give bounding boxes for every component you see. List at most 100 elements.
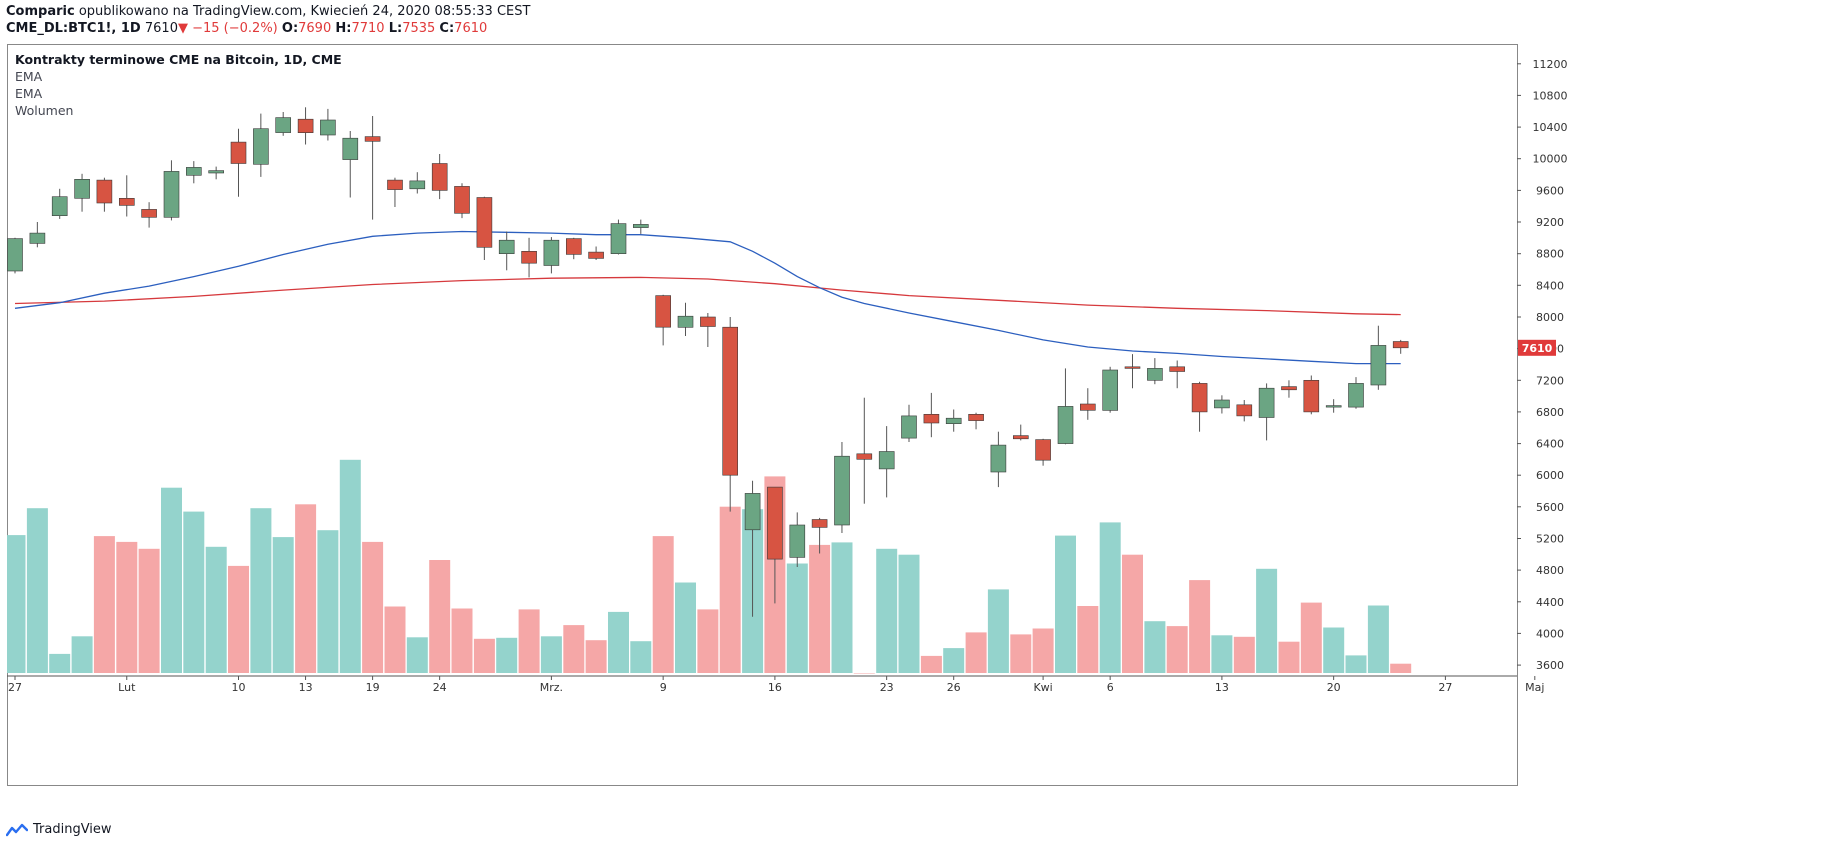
candle-body: [677, 315, 694, 328]
volume-bar: [1390, 663, 1412, 673]
price-tick-label: 3600: [1536, 659, 1564, 672]
time-tick-label: 20: [1327, 681, 1341, 694]
ema-slow-line: [14, 276, 1401, 316]
price-chart[interactable]: 11200 10800 10400 10000 9600 9200 8800 8400 8000…: [7, 44, 1815, 814]
volume-bar: [987, 589, 1009, 673]
price-tick-label: 6000: [1536, 469, 1564, 482]
candle-body: [1281, 386, 1297, 391]
time-tick-label: Lut: [118, 681, 136, 694]
candle-body: [342, 137, 359, 160]
price-change: −15 (−0.2%): [192, 21, 278, 36]
volume-bar: [496, 637, 518, 673]
symbol-label: CME_DL:BTC1!, 1D: [6, 21, 141, 36]
candle-body: [990, 444, 1007, 473]
price-tick-label: 4400: [1536, 596, 1564, 609]
volume-bar: [1211, 635, 1233, 673]
close-label: C:: [439, 21, 455, 36]
volume-bar: [1055, 535, 1076, 673]
volume-bar: [1010, 634, 1032, 673]
candle-body: [700, 316, 716, 327]
candle-body: [968, 413, 984, 421]
volume-bar: [1166, 626, 1188, 673]
volume-bar: [1189, 580, 1211, 673]
high-label: H:: [335, 21, 352, 36]
volume-bar: [250, 508, 272, 673]
candle-body: [1370, 345, 1387, 386]
price-tick-label: 5200: [1536, 533, 1564, 546]
volume-bar: [920, 655, 942, 673]
volume-bar: [93, 536, 115, 673]
candle-body: [119, 198, 135, 206]
candle-body: [789, 524, 806, 558]
volume-bar: [138, 548, 160, 673]
candle-body: [476, 197, 493, 248]
candle-body: [141, 209, 157, 218]
volume-bar: [719, 506, 741, 673]
open-value: 7690: [298, 21, 332, 36]
candle-body: [1191, 383, 1208, 413]
legend-title: Kontrakty terminowe CME na Bitcoin, 1D, …: [15, 52, 342, 67]
candle-body: [1258, 387, 1275, 418]
candle-body: [588, 251, 604, 259]
price-tick-label: 6800: [1536, 406, 1564, 419]
price-tick-label: 5600: [1536, 501, 1564, 514]
candle-body: [543, 239, 560, 266]
volume-bar: [563, 625, 585, 673]
brand-name: TradingView: [33, 822, 112, 837]
candle-body: [655, 295, 672, 328]
candle-body: [163, 171, 180, 218]
volume-bar: [876, 548, 898, 673]
ema-lines: [14, 230, 1401, 365]
candle-body: [1147, 368, 1163, 381]
volume-bar: [675, 582, 696, 673]
tradingview-logo-icon: [6, 823, 28, 836]
price-axis[interactable]: 11200 10800 10400 10000 9600 9200 8800 8400 8000…: [1517, 58, 1568, 672]
candle-body: [74, 179, 90, 199]
price-tick-label: 10000: [1533, 153, 1568, 166]
candle-body: [297, 118, 314, 133]
candle-body: [1080, 403, 1096, 411]
volume-bar: [652, 536, 674, 673]
volume-bar: [898, 554, 920, 673]
last-price: 7610: [144, 21, 178, 36]
footer-brand[interactable]: TradingView: [6, 822, 112, 837]
volume-bar: [71, 636, 93, 673]
price-tick-label: 4000: [1536, 627, 1564, 640]
volume-bar: [1144, 621, 1166, 673]
candle-body: [1348, 383, 1364, 408]
candles: [7, 107, 1409, 617]
candle-body: [498, 239, 515, 254]
volume-bar: [1278, 641, 1300, 673]
volume-bar: [608, 611, 629, 673]
candle-body: [387, 179, 403, 190]
volume-bar: [1032, 628, 1054, 673]
time-tick-label: 13: [1215, 681, 1229, 694]
candle-body: [208, 170, 224, 174]
time-tick-label: 9: [660, 681, 667, 694]
volume-bar: [451, 608, 473, 673]
price-tick-label: 6400: [1536, 438, 1564, 451]
candle-body: [454, 186, 470, 214]
candle-body: [565, 238, 582, 255]
candle-body: [1303, 379, 1320, 413]
volume-bar: [786, 563, 808, 673]
volume-bar: [1323, 627, 1345, 673]
time-tick-label: Maj: [1525, 681, 1544, 694]
low-label: L:: [388, 21, 403, 36]
time-tick-label: 27: [8, 681, 22, 694]
volume-bar: [1345, 655, 1367, 673]
candle-body: [834, 455, 850, 526]
price-tick-label: 9600: [1536, 184, 1564, 197]
candle-body: [253, 128, 269, 165]
time-tick-label: 6: [1107, 681, 1114, 694]
volume-bar: [26, 508, 48, 673]
price-tick-label: 10800: [1533, 89, 1568, 102]
volume-bar: [161, 487, 182, 673]
volume-bar: [1233, 636, 1255, 673]
volume-bar: [630, 641, 652, 673]
down-triangle-icon: ▼: [177, 21, 188, 36]
time-axis[interactable]: 27 Lut 10 13 19 24 Mrz. 9 16 23 26 Kwi 6 13 20 27 Maj: [7, 675, 1544, 694]
candle-body: [51, 196, 68, 216]
candle-body: [1124, 366, 1141, 369]
volume-bar: [49, 653, 71, 673]
